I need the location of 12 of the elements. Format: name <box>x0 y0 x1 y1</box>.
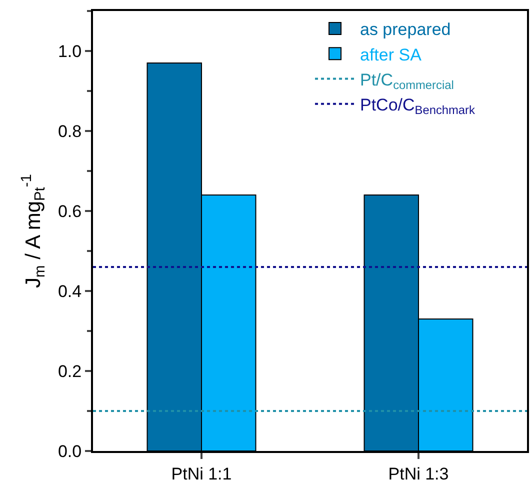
y-tick-label: 0.0 <box>58 442 82 461</box>
y-tick-label: 0.8 <box>58 122 82 141</box>
legend-label: PtCo/C$_{Benchmark}$ <box>360 95 475 118</box>
legend-label: after SA <box>360 45 422 64</box>
x-tick-label: PtNi 1:3 <box>388 464 449 484</box>
y-tick-label: 0.4 <box>58 282 82 301</box>
y-tick-label: 0.6 <box>58 202 82 221</box>
legend-label: Pt/C$_{commercial}$ <box>360 70 454 92</box>
y-tick-label: 0.2 <box>58 362 82 381</box>
x-tick-label: PtNi 1:1 <box>171 464 232 484</box>
y-tick-label: 1.0 <box>58 42 82 61</box>
legend-label: as prepared <box>360 20 451 40</box>
